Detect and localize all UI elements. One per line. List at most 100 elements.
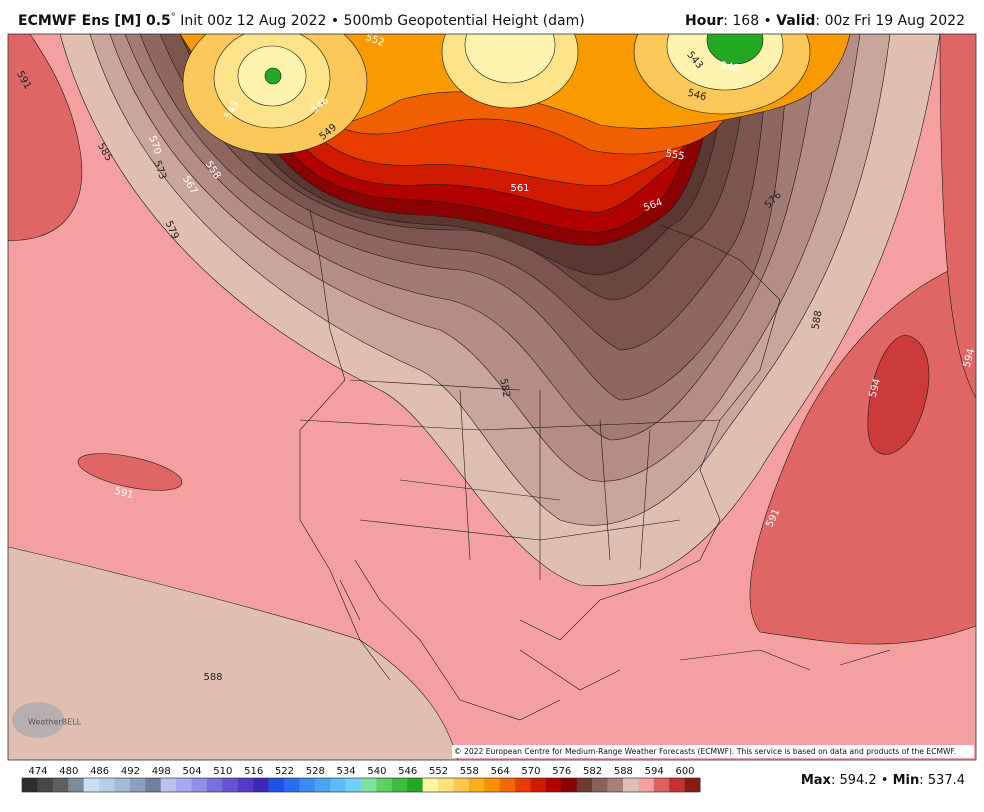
colorbar-swatch — [407, 778, 423, 792]
colorbar-swatch — [299, 778, 316, 792]
colorbar-label: 594 — [645, 766, 664, 777]
colorbar-swatch — [345, 778, 362, 792]
colorbar-label: 558 — [460, 766, 479, 777]
max-value: : 594.2 • — [831, 773, 893, 788]
colorbar-label: 504 — [183, 766, 202, 777]
header-valid: Hour: 168 • Valid: 00z Fri 19 Aug 2022 — [685, 13, 965, 29]
colorbar-swatch — [376, 778, 393, 792]
colorbar-swatch — [176, 778, 192, 792]
contour-label: 591 — [113, 486, 134, 502]
colorbar-swatch — [330, 778, 346, 792]
colorbar-swatch — [545, 778, 562, 792]
colorbar-label: 546 — [398, 766, 417, 777]
colorbar-swatch — [684, 778, 701, 792]
colorbar-swatch — [653, 778, 670, 792]
colorbar-swatch — [268, 778, 285, 792]
colorbar-swatch — [283, 778, 300, 792]
colorbar-label: 552 — [429, 766, 448, 777]
colorbar-label: 510 — [213, 766, 232, 777]
copyright: © 2022 European Centre for Medium-Range … — [454, 747, 956, 756]
colorbar-label: 498 — [152, 766, 171, 777]
max-min: Max: 594.2 • Min: 537.4 — [801, 773, 965, 788]
degree: ° — [171, 12, 176, 23]
contour-label: 561 — [510, 183, 529, 194]
colorbar-swatch — [576, 778, 593, 792]
field-min — [264, 67, 282, 85]
colorbar-swatch — [422, 778, 439, 792]
colorbar-swatch — [484, 778, 500, 792]
colorbar-label: 564 — [491, 766, 510, 777]
contour-label: 588 — [810, 310, 824, 331]
colorbar-swatch — [191, 778, 208, 792]
colorbar-swatch — [361, 778, 377, 792]
colorbar-swatch — [129, 778, 146, 792]
colorbar-swatch — [22, 778, 38, 792]
colorbar-swatch — [237, 778, 254, 792]
colorbar-swatch — [638, 778, 655, 792]
colorbar-swatch — [83, 778, 100, 792]
colorbar-swatch — [222, 778, 239, 792]
colorbar-swatch — [515, 778, 531, 792]
coastlines — [299, 209, 891, 721]
hour-label: Hour — [685, 13, 723, 29]
contour-label: 546 — [686, 88, 707, 104]
colorbar-swatch — [530, 778, 547, 792]
colorbar-frame — [21, 777, 701, 793]
min-value: : 537.4 — [919, 773, 965, 788]
contour-label: 540 — [720, 60, 741, 74]
contour-label: 555 — [665, 148, 686, 162]
contour-label: 588 — [203, 672, 222, 683]
colorbar-swatch — [669, 778, 685, 792]
max-label: Max — [801, 773, 832, 788]
contour-label: 582 — [497, 378, 511, 399]
colorbar-swatch — [253, 778, 269, 792]
colorbar-label: 570 — [521, 766, 540, 777]
field-594 — [867, 334, 930, 455]
colorbar-label: 528 — [306, 766, 325, 777]
contour-label: 594 — [868, 377, 884, 398]
colorbar-label: 486 — [90, 766, 109, 777]
field-591-nw — [8, 34, 83, 241]
colorbar-swatch — [314, 778, 331, 792]
watermark: WeatherBELL — [28, 718, 82, 727]
colorbar-swatch — [438, 778, 454, 792]
colorbar-label: 534 — [337, 766, 356, 777]
colorbar-swatch — [499, 778, 516, 792]
field-591-ne — [939, 34, 976, 399]
header-title: ECMWF Ens [M] 0.5° Init 00z 12 Aug 2022 … — [18, 12, 585, 29]
colorbar-swatch — [607, 778, 624, 792]
colorbar-swatch — [622, 778, 639, 792]
copyright-box — [452, 745, 974, 758]
colorbar-swatch — [114, 778, 131, 792]
watermark-logo — [12, 702, 64, 738]
colorbar-label: 480 — [59, 766, 78, 777]
field-591-w — [77, 453, 183, 491]
colorbar-swatch — [453, 778, 470, 792]
colorbar-label: 540 — [367, 766, 386, 777]
colorbar-swatch — [468, 778, 485, 792]
colorbar-label: 492 — [121, 766, 140, 777]
colorbar-label: 600 — [675, 766, 694, 777]
colorbar-label: 576 — [552, 766, 571, 777]
colorbar-swatch — [52, 778, 69, 792]
colorbar-swatch — [99, 778, 115, 792]
colorbar-swatch — [206, 778, 223, 792]
title-rest: Init 00z 12 Aug 2022 • 500mb Geopotentia… — [176, 13, 585, 29]
valid-label: Valid — [776, 13, 815, 29]
field-540-n — [464, 34, 556, 84]
colorbar-label: 474 — [28, 766, 47, 777]
colorbar-swatch — [68, 778, 84, 792]
title-bold: ECMWF Ens [M] 0.5 — [18, 13, 171, 29]
field-min-ne — [706, 34, 764, 65]
map — [8, 34, 976, 760]
colorbar-swatch — [145, 778, 161, 792]
colorbar-label: 582 — [583, 766, 602, 777]
hour-value: : 168 • — [723, 13, 776, 29]
colorbar-swatch — [561, 778, 578, 792]
colorbar-swatch — [160, 778, 177, 792]
colorbar-label: 522 — [275, 766, 294, 777]
map-frame — [7, 33, 977, 761]
field-585-sw — [8, 546, 458, 760]
min-label: Min — [893, 773, 920, 788]
